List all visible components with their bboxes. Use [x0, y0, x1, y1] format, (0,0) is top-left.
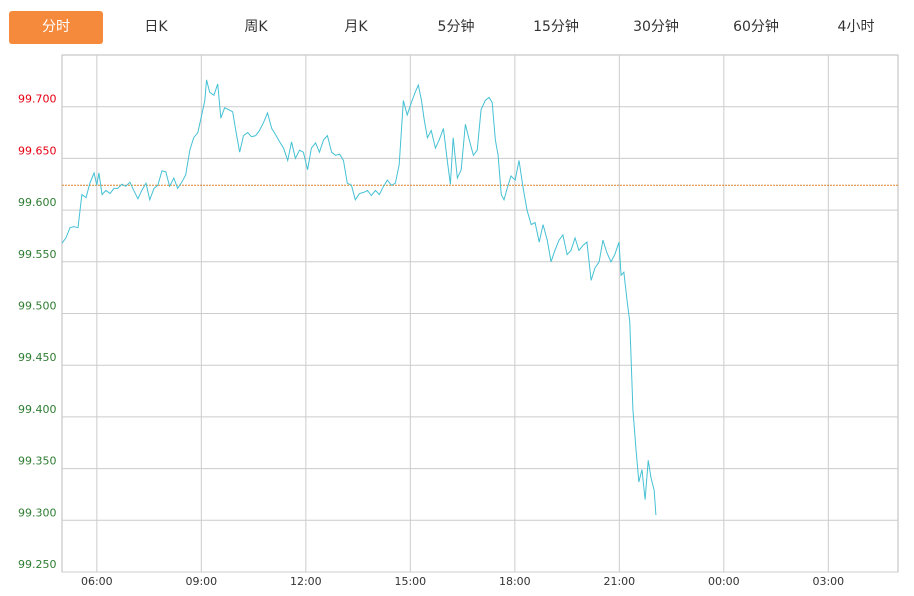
price-line — [61, 79, 657, 516]
tab[interactable]: 周K — [244, 19, 268, 35]
x-tick-label: 18:00 — [499, 575, 531, 588]
x-tick-label: 06:00 — [81, 575, 113, 588]
tab[interactable]: 30分钟 — [633, 19, 679, 35]
y-tick-label: 99.400 — [18, 403, 57, 416]
x-tick-label: 00:00 — [708, 575, 740, 588]
tab[interactable]: 分时 — [9, 11, 103, 44]
tab[interactable]: 日K — [144, 19, 168, 35]
y-tick-label: 99.500 — [18, 300, 57, 313]
x-tick-label: 03:00 — [812, 575, 844, 588]
tab-bar: 分时 日K 周K 月K 5分钟 15分钟 30分钟 60分钟 4小时 — [0, 11, 914, 45]
tab[interactable]: 5分钟 — [437, 19, 475, 35]
y-tick-label: 99.300 — [18, 506, 57, 519]
y-tick-label: 99.550 — [18, 248, 57, 261]
x-tick-label: 12:00 — [290, 575, 322, 588]
x-tick-label: 15:00 — [394, 575, 426, 588]
y-tick-label: 99.450 — [18, 351, 57, 364]
y-tick-label: 99.600 — [18, 196, 57, 209]
tab[interactable]: 15分钟 — [533, 19, 579, 35]
y-tick-label: 99.250 — [18, 558, 57, 571]
y-tick-label: 99.650 — [18, 144, 57, 157]
y-tick-label: 99.700 — [18, 93, 57, 106]
tab[interactable]: 60分钟 — [733, 19, 779, 35]
tab[interactable]: 月K — [344, 19, 368, 35]
y-tick-label: 99.350 — [18, 455, 57, 468]
tab[interactable]: 4小时 — [837, 19, 875, 35]
x-tick-label: 21:00 — [603, 575, 635, 588]
x-tick-label: 09:00 — [185, 575, 217, 588]
